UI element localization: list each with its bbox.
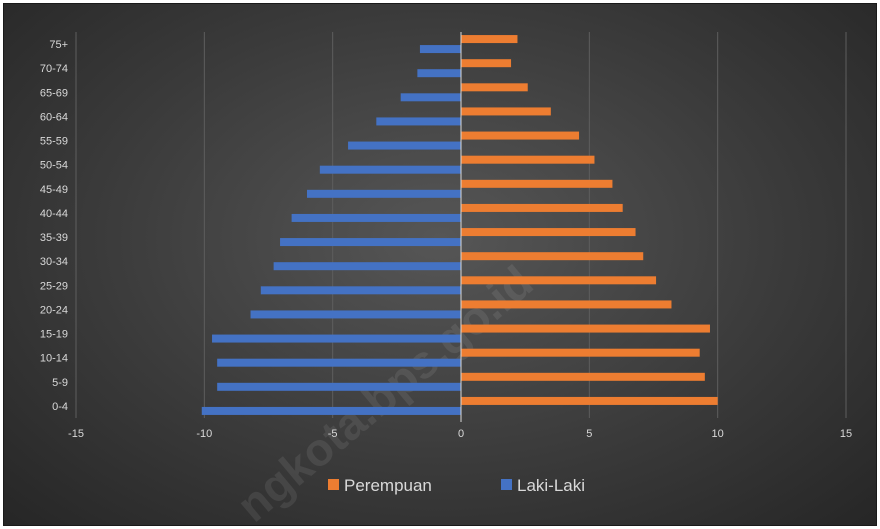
bar-perempuan-20-24 bbox=[461, 300, 672, 309]
x-tick-label: -15 bbox=[68, 428, 84, 440]
y-tick-label: 40-44 bbox=[40, 208, 68, 220]
y-tick-label: 0-4 bbox=[52, 401, 68, 413]
bar-perempuan-75+ bbox=[461, 35, 518, 44]
axes: 0-4 5-9 10-14 15-19 20-24 25-29 30-34 35-39 40-4… bbox=[40, 32, 852, 440]
bar-perempuan-65-69 bbox=[461, 83, 528, 92]
legend-label: Perempuan bbox=[344, 476, 432, 495]
y-tick-label: 50-54 bbox=[40, 160, 68, 172]
y-tick-label: 15-19 bbox=[40, 329, 68, 341]
bar-perempuan-40-44 bbox=[461, 203, 623, 212]
y-tick-label: 75+ bbox=[49, 39, 68, 51]
bar-perempuan-50-54 bbox=[461, 155, 595, 164]
bar-laki-laki-10-14 bbox=[217, 358, 461, 367]
x-tick-label: 5 bbox=[586, 428, 592, 440]
bar-laki-laki-50-54 bbox=[319, 165, 461, 174]
x-tick-label: -5 bbox=[328, 428, 338, 440]
y-tick-label: 10-14 bbox=[40, 353, 68, 365]
y-tick-label: 55-59 bbox=[40, 136, 68, 148]
legend-swatch bbox=[328, 479, 339, 490]
bar-laki-laki-75+ bbox=[419, 45, 461, 54]
y-tick-label: 25-29 bbox=[40, 280, 68, 292]
x-tick-label: -10 bbox=[196, 428, 212, 440]
bar-laki-laki-35-39 bbox=[280, 238, 461, 247]
x-tick-label: 15 bbox=[840, 428, 852, 440]
y-tick-label: 70-74 bbox=[40, 63, 68, 75]
legend-label: Laki-Laki bbox=[517, 476, 585, 495]
bar-perempuan-70-74 bbox=[461, 59, 512, 68]
bar-perempuan-5-9 bbox=[461, 372, 705, 381]
bar-laki-laki-20-24 bbox=[250, 310, 461, 319]
bar-laki-laki-65-69 bbox=[400, 93, 461, 102]
bar-perempuan-30-34 bbox=[461, 252, 644, 261]
bar-perempuan-25-29 bbox=[461, 276, 657, 285]
bars bbox=[201, 35, 718, 415]
bar-perempuan-45-49 bbox=[461, 179, 613, 188]
bar-laki-laki-30-34 bbox=[273, 262, 461, 271]
gridlines bbox=[75, 32, 847, 418]
legend: Perempuan Laki-Laki bbox=[328, 476, 585, 495]
bar-laki-laki-5-9 bbox=[217, 382, 461, 391]
bar-laki-laki-60-64 bbox=[376, 117, 461, 126]
y-tick-label: 30-34 bbox=[40, 256, 68, 268]
bar-perempuan-10-14 bbox=[461, 348, 700, 357]
bar-perempuan-60-64 bbox=[461, 107, 551, 116]
bar-laki-laki-15-19 bbox=[212, 334, 461, 343]
y-tick-label: 45-49 bbox=[40, 184, 68, 196]
bar-perempuan-0-4 bbox=[461, 396, 718, 405]
bar-perempuan-35-39 bbox=[461, 228, 636, 237]
x-tick-label: 10 bbox=[712, 428, 724, 440]
bar-laki-laki-45-49 bbox=[307, 189, 461, 198]
bar-laki-laki-70-74 bbox=[417, 69, 461, 78]
bar-laki-laki-0-4 bbox=[201, 406, 461, 415]
y-tick-label: 60-64 bbox=[40, 111, 68, 123]
x-tick-label: 0 bbox=[458, 428, 464, 440]
bar-laki-laki-25-29 bbox=[260, 286, 461, 295]
bar-perempuan-15-19 bbox=[461, 324, 710, 333]
y-tick-label: 65-69 bbox=[40, 87, 68, 99]
population-pyramid-chart: ngkota.bps.go.id 0-45-910-1415-1920-2425… bbox=[40, 32, 852, 527]
bar-laki-laki-40-44 bbox=[291, 213, 461, 222]
y-tick-label: 20-24 bbox=[40, 304, 68, 316]
y-tick-label: 5-9 bbox=[52, 377, 68, 389]
chart-frame: ngkota.bps.go.id 0-4 5-9 10-14 15-19 20-24 25… bbox=[3, 3, 877, 527]
bar-laki-laki-55-59 bbox=[348, 141, 461, 150]
legend-swatch bbox=[501, 479, 512, 490]
y-tick-label: 35-39 bbox=[40, 232, 68, 244]
bar-perempuan-55-59 bbox=[461, 131, 580, 140]
